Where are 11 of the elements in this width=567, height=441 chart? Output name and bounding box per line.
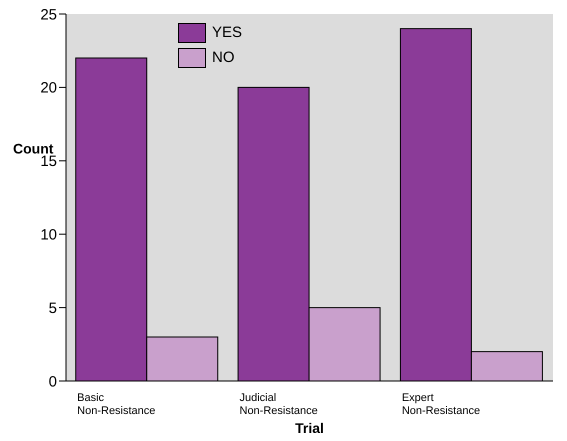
legend-label: YES — [212, 24, 242, 41]
x-tick-label: Basic Non-Resistance — [77, 392, 156, 417]
y-tick-label: 20 — [40, 80, 57, 97]
y-tick-label: 5 — [48, 300, 57, 317]
legend-label: NO — [212, 49, 234, 66]
y-tick-label: 0 — [48, 373, 57, 390]
x-axis-title: Trial — [295, 420, 324, 436]
x-tick-label: Judicial Non-Resistance — [240, 392, 318, 417]
y-tick-label: 10 — [40, 226, 57, 244]
y-tick-label: 25 — [40, 6, 57, 24]
x-tick-label: Expert Non-Resistance — [402, 392, 480, 417]
